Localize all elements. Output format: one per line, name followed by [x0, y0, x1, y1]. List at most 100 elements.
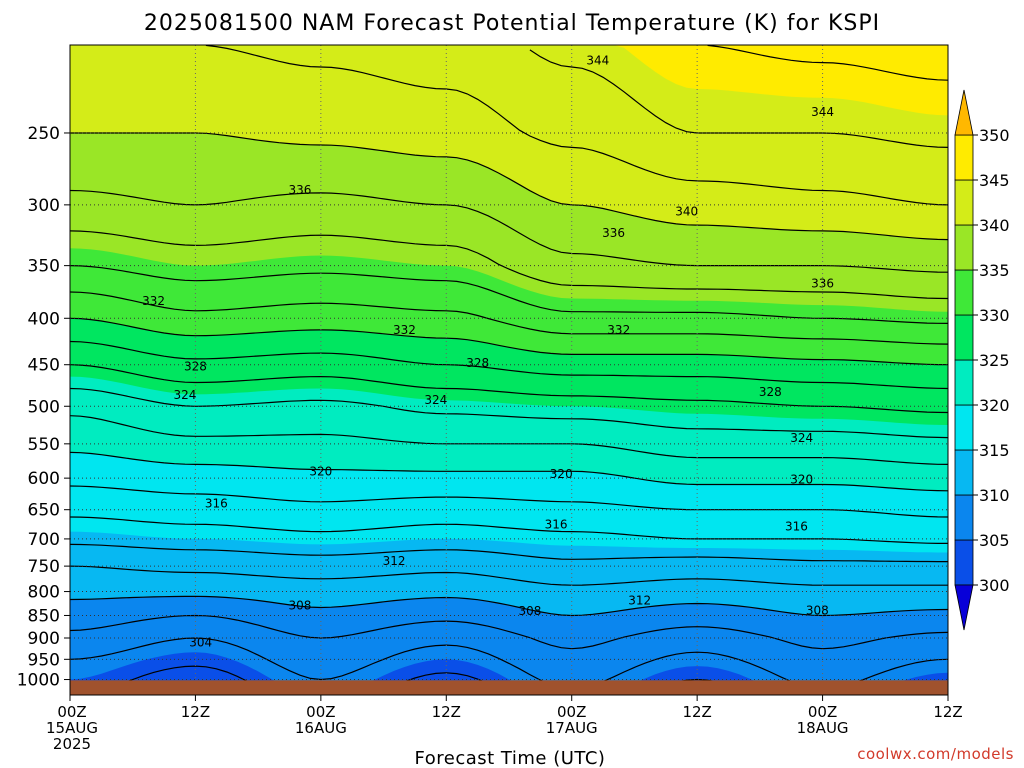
x-tick-label: 00Z	[57, 703, 86, 721]
y-tick-label: 300	[28, 196, 60, 216]
colorbar-label: 300	[979, 576, 1010, 595]
colorbar-label: 305	[979, 531, 1010, 550]
colorbar-label: 330	[979, 306, 1010, 325]
contour-314	[70, 543, 948, 563]
contour-label: 336	[811, 276, 834, 290]
contour-322	[70, 415, 948, 465]
y-tick-label: 1000	[17, 671, 60, 691]
x-tick-label: 2025	[53, 735, 91, 753]
contour-label: 324	[424, 393, 447, 407]
y-tick-label: 500	[28, 397, 60, 417]
x-tick-label: 15AUG	[46, 719, 98, 737]
colorbar-label: 350	[979, 126, 1010, 145]
contour-label: 340	[675, 204, 698, 218]
colorbar-segment	[954, 539, 974, 586]
contour-label: 336	[602, 226, 625, 240]
x-tick-label: 12Z	[682, 703, 711, 721]
surface-band	[70, 680, 948, 695]
contour-label: 316	[545, 518, 568, 532]
y-tick-label: 250	[28, 124, 60, 144]
contour-label: 320	[309, 465, 332, 479]
colorbar-segment	[954, 179, 974, 226]
y-tick-label: 800	[28, 583, 60, 603]
y-tick-label: 900	[28, 629, 60, 649]
colorbar-segment	[954, 494, 974, 541]
plot-frame	[69, 44, 949, 696]
contour-label: 320	[550, 467, 573, 481]
contour-label: 308	[288, 599, 311, 613]
band-above-345	[70, 45, 948, 116]
contour-label: 328	[466, 356, 489, 370]
plot-area: 344 344 336 340 336 336 332 332 332 328 328 328 324 3…	[69, 44, 949, 696]
y-tick-label: 700	[28, 530, 60, 550]
contour-label: 332	[607, 323, 630, 337]
contour-label: 324	[174, 388, 197, 402]
contour-label: 336	[288, 183, 311, 197]
contour-label: 332	[393, 323, 416, 337]
contour-346	[707, 45, 948, 81]
contour-320	[70, 451, 948, 492]
x-tick-label: 18AUG	[797, 719, 849, 737]
contour-label: 324	[790, 431, 813, 445]
y-tick-label: 600	[28, 469, 60, 489]
colorbar: 300 305 310 315 320 325 330 335 340 345 350	[954, 89, 1010, 631]
colorbar-label: 345	[979, 171, 1010, 190]
contour-338	[70, 189, 948, 273]
y-tick-label: 450	[28, 356, 60, 376]
colorbar-extend-bottom	[954, 584, 974, 631]
contour-label: 332	[142, 294, 165, 308]
colorbar-label: 315	[979, 441, 1010, 460]
contour-342	[205, 45, 948, 206]
contour-332	[70, 291, 948, 345]
x-tick-label: 12Z	[432, 703, 461, 721]
colorbar-label: 310	[979, 486, 1010, 505]
contour-304	[101, 665, 948, 695]
colorbar-extend-top	[954, 89, 974, 136]
band-above-340	[70, 45, 948, 240]
theta-fill-bands	[70, 45, 948, 695]
contour-336	[70, 230, 948, 300]
y-tick-label: 650	[28, 501, 60, 521]
colorbar-label: 335	[979, 261, 1010, 280]
y-tick-label: 400	[28, 309, 60, 329]
contour-label: 308	[806, 603, 829, 617]
x-tick-label: 12Z	[181, 703, 210, 721]
contour-312	[70, 565, 948, 586]
contour-label: 316	[785, 519, 808, 533]
x-tick-label: 17AUG	[546, 719, 598, 737]
contour-324	[70, 387, 948, 439]
y-tick-label: 350	[28, 257, 60, 277]
y-tick-label: 950	[28, 650, 60, 670]
contour-label: 316	[205, 497, 228, 511]
colorbar-label: 320	[979, 396, 1010, 415]
colorbar-segment	[954, 134, 974, 181]
contour-318	[70, 485, 948, 518]
contour-328	[70, 340, 948, 390]
y-tick-label: 750	[28, 557, 60, 577]
contour-310	[70, 595, 948, 617]
contour-316	[70, 516, 948, 544]
contour-label: 328	[184, 359, 207, 373]
y-tick-label: 550	[28, 435, 60, 455]
contour-label: 312	[383, 554, 406, 568]
contour-label: 312	[628, 593, 651, 607]
colorbar-label: 325	[979, 351, 1010, 370]
colorbar-segment	[954, 449, 974, 496]
colorbar-segment	[954, 224, 974, 271]
x-axis-title: Forecast Time (UTC)	[415, 748, 606, 768]
x-tick-label: 00Z	[306, 703, 335, 721]
contour-308	[70, 614, 948, 650]
contour-label: 344	[811, 105, 834, 119]
contour-340	[70, 132, 948, 241]
colorbar-segment	[954, 404, 974, 451]
colorbar-segment	[954, 269, 974, 316]
colorbar-label: 340	[979, 216, 1010, 235]
colorbar-segment	[954, 359, 974, 406]
contour-330	[70, 317, 948, 366]
x-tick-label: 12Z	[933, 703, 962, 721]
contour-326	[70, 364, 948, 414]
x-tick-label: 16AUG	[295, 719, 347, 737]
theta-contour-lines	[70, 45, 948, 695]
